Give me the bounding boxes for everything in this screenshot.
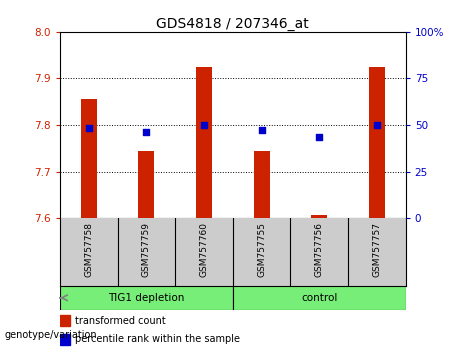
Bar: [81, 99, 97, 218]
Text: GSM757759: GSM757759: [142, 222, 151, 276]
Text: GSM757758: GSM757758: [84, 222, 93, 276]
Bar: [60, 334, 70, 345]
Point: [200, 122, 207, 128]
Bar: [369, 67, 385, 218]
Title: GDS4818 / 207346_at: GDS4818 / 207346_at: [156, 17, 309, 31]
Bar: [196, 67, 212, 218]
Point: [85, 125, 92, 131]
Bar: [60, 315, 70, 326]
Bar: [60, 286, 233, 310]
Point: [315, 134, 323, 140]
Text: control: control: [301, 293, 337, 303]
Text: GSM757755: GSM757755: [257, 222, 266, 276]
Text: TIG1 depletion: TIG1 depletion: [108, 293, 184, 303]
Bar: [254, 151, 270, 218]
Text: transformed count: transformed count: [76, 316, 166, 326]
Text: GSM757760: GSM757760: [200, 222, 208, 276]
Point: [373, 122, 381, 128]
Text: genotype/variation: genotype/variation: [5, 330, 97, 339]
Point: [142, 129, 150, 135]
Text: percentile rank within the sample: percentile rank within the sample: [76, 335, 241, 344]
Text: GSM757756: GSM757756: [315, 222, 324, 276]
Bar: [233, 286, 406, 310]
Text: GSM757757: GSM757757: [372, 222, 381, 276]
Bar: [311, 215, 327, 218]
Bar: [138, 151, 154, 218]
Point: [258, 127, 266, 132]
